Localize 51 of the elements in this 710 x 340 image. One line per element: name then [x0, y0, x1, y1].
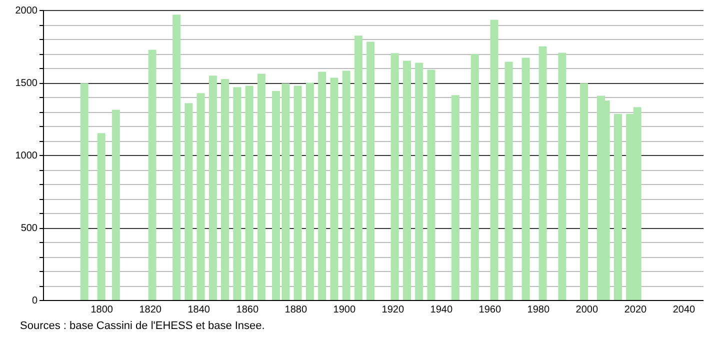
x-tick-label: 1980: [527, 304, 550, 316]
bar: [294, 86, 302, 300]
x-tick-label: 1840: [188, 304, 210, 316]
bar: [172, 14, 181, 300]
bar: [402, 60, 411, 300]
x-tick-label: 1820: [139, 304, 162, 316]
bar: [306, 82, 314, 300]
bar: [614, 114, 622, 300]
x-tick-label: 2020: [624, 304, 647, 316]
bar: [580, 83, 588, 300]
y-tick-label: 0: [32, 296, 38, 306]
x-tick-label: 2040: [672, 304, 696, 316]
source-note: Sources : base Cassini de l'EHESS et base Insee.: [20, 320, 265, 332]
bar: [490, 20, 498, 300]
bar: [97, 133, 106, 300]
bar: [390, 53, 399, 300]
bar: [208, 76, 217, 300]
bar: [427, 70, 436, 300]
y-tick-label: 1500: [15, 78, 38, 89]
bar: [318, 72, 326, 300]
bar: [245, 86, 254, 300]
bar: [470, 54, 479, 300]
bar: [366, 42, 375, 300]
bar: [354, 36, 362, 300]
bar: [184, 103, 193, 300]
x-tick-label: 1960: [478, 304, 502, 316]
bar: [148, 50, 156, 300]
x-tick-label: 1920: [382, 304, 404, 316]
x-tick-label: 1860: [236, 304, 259, 316]
x-tick-label: 1940: [430, 304, 453, 316]
bar: [221, 79, 230, 300]
bar: [504, 62, 513, 300]
bar: [558, 52, 566, 300]
bar: [342, 70, 350, 300]
bar: [112, 110, 120, 300]
bar: [196, 93, 205, 300]
bar: [451, 95, 460, 300]
x-tick-label: 1880: [284, 304, 308, 316]
x-tick-label: 1800: [90, 304, 114, 316]
y-tick-label: 2000: [15, 6, 38, 16]
bar: [330, 78, 338, 300]
y-tick-label: 500: [20, 223, 38, 234]
bar: [257, 74, 266, 300]
x-tick-label: 1900: [333, 304, 356, 316]
y-tick-label: 1000: [15, 150, 38, 162]
bar: [233, 87, 242, 300]
x-tick-label: 2000: [576, 304, 598, 316]
bar: [80, 83, 88, 300]
bar: [522, 58, 530, 300]
bar: [415, 62, 424, 300]
bar: [538, 46, 547, 300]
